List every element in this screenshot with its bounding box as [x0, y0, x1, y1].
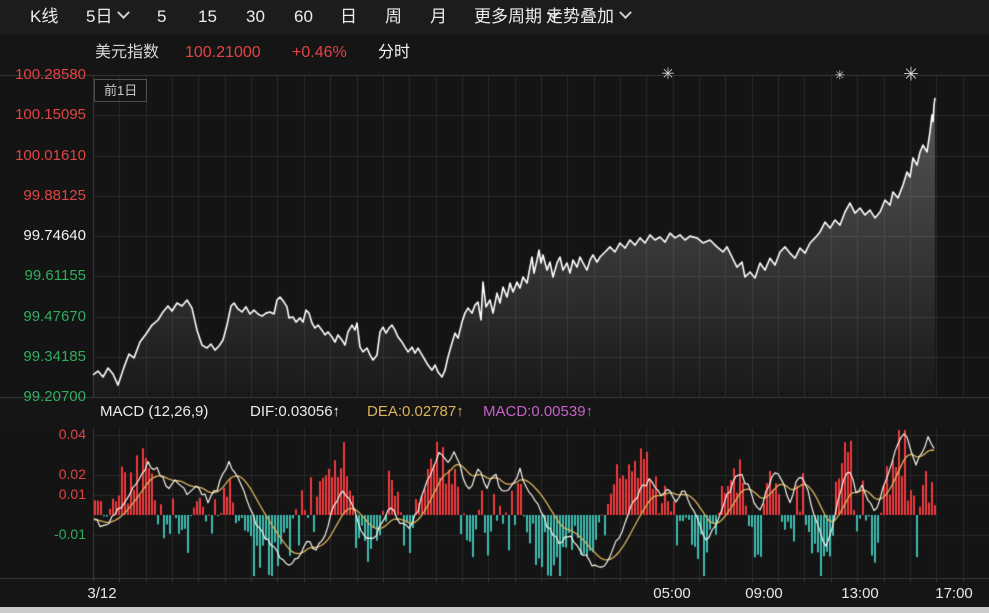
dea-value-label: DEA:0.02787↑ — [367, 403, 464, 420]
time-axis-label: 13:00 — [841, 585, 879, 602]
last-price: 100.21000 — [185, 44, 261, 61]
price-axis-label: 99.47670 — [23, 307, 86, 325]
macd-params-label: MACD (12,26,9) — [100, 403, 209, 420]
quote-row: 美元指数 100.21000 +0.46% 分时 — [0, 38, 989, 68]
macd-header: MACD (12,26,9) DIF:0.03056↑ DEA:0.02787↑… — [0, 399, 989, 425]
price-axis-label: 99.61155 — [24, 267, 86, 285]
toolbar-item-5日[interactable]: 5日 — [86, 0, 131, 34]
change-percent: +0.46% — [292, 44, 347, 61]
price-axis-label: 100.28580 — [15, 66, 86, 83]
time-axis-label: 3/12 — [87, 585, 117, 602]
macd-axis-label: -0.01 — [54, 526, 86, 542]
price-axis-label: 99.88125 — [23, 186, 86, 204]
price-axis-label: 99.74640 — [23, 227, 86, 244]
toolbar-item-60[interactable]: 60 — [294, 7, 313, 26]
prev-day-label: 前1日 — [94, 79, 148, 102]
toolbar-item-5[interactable]: 5 — [157, 7, 167, 26]
macd-axis-label: 0.02 — [58, 466, 86, 482]
toolbar-item-周[interactable]: 周 — [385, 7, 402, 26]
event-star-icon[interactable]: ✳ — [834, 67, 846, 83]
price-axis-label: 99.34185 — [23, 347, 86, 365]
event-star-icon[interactable]: ✳ — [661, 66, 675, 83]
chevron-down-icon — [619, 6, 632, 20]
toolbar-item-15[interactable]: 15 — [198, 7, 217, 26]
time-axis-label: 05:00 — [653, 585, 691, 602]
event-star-icon[interactable]: ✳ — [903, 64, 919, 86]
price-axis-label: 100.01610 — [15, 146, 86, 164]
macd-value-label: MACD:0.00539↑ — [483, 403, 594, 420]
toolbar-item-30[interactable]: 30 — [246, 7, 265, 26]
bottom-edge-strip — [0, 607, 989, 613]
chart-mode-label[interactable]: 分时 — [378, 44, 411, 61]
toolbar-item-更多周期[interactable]: 更多周期 — [474, 0, 560, 34]
dif-value-label: DIF:0.03056↑ — [250, 403, 341, 420]
time-axis-label: 17:00 — [935, 585, 973, 602]
toolbar-item-月[interactable]: 月 — [430, 7, 447, 26]
price-axis-label: 100.15095 — [15, 106, 86, 124]
toolbar-item-走势叠加[interactable]: 走势叠加 — [546, 0, 632, 34]
chevron-down-icon — [117, 6, 131, 20]
time-axis-label: 09:00 — [745, 585, 783, 602]
macd-axis-label: 0.04 — [58, 426, 86, 442]
instrument-name[interactable]: 美元指数 — [95, 44, 160, 61]
macd-axis-label: 0.01 — [58, 486, 86, 502]
toolbar-item-K线[interactable]: K线 — [30, 7, 59, 26]
toolbar-item-日[interactable]: 日 — [340, 7, 357, 26]
price-axis-label: 99.20700 — [23, 388, 86, 405]
period-toolbar: K线 5日 5 15 30 60 日 周 月 更多周期 走势叠加 — [0, 0, 989, 34]
